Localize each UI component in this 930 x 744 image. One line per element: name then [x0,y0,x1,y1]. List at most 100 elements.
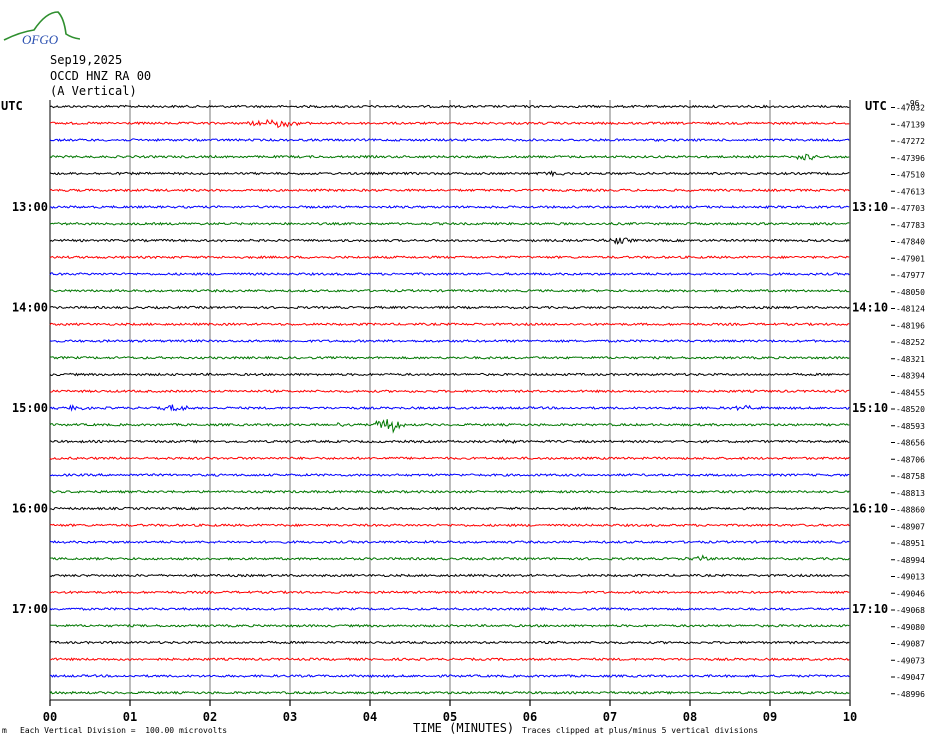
trace-row-12 [49,305,850,310]
trace-row-17 [49,389,850,394]
trace-offset-label: -48758 [896,472,925,481]
trace-row-22 [49,473,850,477]
x-tick-label: 04 [363,710,377,724]
right-time-label: 15:10 [852,401,888,415]
logo-text: OFGO [22,32,59,46]
trace-offset-label: -47613 [896,187,925,196]
trace-row-29 [49,590,850,595]
trace-row-27 [49,554,850,561]
trace-offset-label: -48196 [896,321,925,330]
trace-offset-label: -47272 [896,137,925,146]
trace-row-26 [49,539,850,544]
trace-offset-label: -48994 [896,556,925,565]
trace-offset-label: -48860 [896,506,925,515]
x-axis-title: TIME (MINUTES) [413,721,515,735]
trace-row-34 [50,674,850,679]
trace-row-4 [49,170,850,178]
trace-offset-label: -47977 [896,271,925,280]
ofgo-logo: OFGO [3,11,80,46]
trace-row-19 [49,419,850,434]
trace-row-20 [49,438,850,444]
station-label: OCCD HNZ RA 00 [50,69,152,83]
left-time-label: 14:00 [12,301,48,315]
left-time-label: 17:00 [12,602,48,616]
trace-row-35 [49,690,850,695]
left-time-label: 13:00 [12,200,48,214]
clipping-note: Traces clipped at plus/minus 5 vertical … [522,726,759,735]
trace-row-33 [49,657,850,662]
trace-offset-label: -48996 [896,690,925,699]
trace-row-3 [49,153,850,161]
trace-row-31 [49,623,850,628]
trace-offset-label: -49080 [896,623,925,632]
trace-offset-label: -48252 [896,338,925,347]
left-time-label: 16:00 [12,502,48,516]
trace-offset-label: -47396 [896,154,925,163]
trace-offset-label: -47783 [896,221,925,230]
right-utc-label: UTC [865,99,887,113]
trace-offset-label: -47703 [896,204,925,213]
trace-row-2 [49,137,850,142]
trace-row-10 [49,272,850,277]
right-time-label: 14:10 [852,301,888,315]
trace-row-16 [49,372,850,377]
trace-row-1 [49,118,850,129]
trace-offset-label: -47840 [896,238,925,247]
trace-offset-label: -49073 [896,656,925,665]
trace-row-13 [49,322,850,327]
trace-offset-label: -48593 [896,422,925,431]
trace-row-23 [49,489,850,494]
trace-offset-label: -49087 [896,640,925,649]
trace-offset-label: -48951 [896,539,925,548]
trace-offset-label: -48455 [896,388,925,397]
x-tick-label: 00 [43,710,57,724]
trace-row-24 [49,506,850,511]
footer-mark: m [2,726,7,735]
trace-offset-label: -48813 [896,489,925,498]
x-tick-label: 10 [843,710,857,724]
trace-offset-label: -49068 [896,606,925,615]
trace-offset-label: -48656 [896,439,925,448]
left-time-label: 15:00 [12,401,48,415]
trace-offset-label: -47139 [896,120,925,129]
trace-row-0 [49,104,850,109]
x-tick-label: 01 [123,710,137,724]
trace-row-14 [49,339,850,344]
division-note: Each Vertical Division = 100.00 microvol… [20,726,228,735]
right-time-label: 13:10 [852,200,888,214]
x-tick-label: 02 [203,710,217,724]
trace-offset-label: -48124 [896,305,925,314]
logo-mountain [3,11,80,41]
trace-row-32 [49,640,850,645]
x-tick-label: 07 [603,710,617,724]
trace-row-8 [49,237,850,245]
trace-row-28 [49,573,850,578]
left-utc-label: UTC [1,99,23,113]
trace-row-9 [49,255,850,260]
trace-offset-label: -49047 [896,673,925,682]
trace-row-6 [50,204,850,210]
trace-row-15 [49,355,850,360]
trace-offset-label: -47901 [896,254,925,263]
trace-offset-label: -47032 [896,104,925,113]
x-tick-label: 06 [523,710,537,724]
trace-offset-label: -47510 [896,171,925,180]
trace-offset-label: -48520 [896,405,925,414]
x-tick-label: 03 [283,710,297,724]
date-label: Sep19,2025 [50,53,123,67]
x-tick-label: 05 [443,710,457,724]
trace-row-25 [49,523,850,528]
trace-row-5 [49,188,850,193]
trace-offset-label: -48394 [896,372,925,381]
trace-offset-label: -49013 [896,573,925,582]
x-tick-label: 09 [763,710,777,724]
trace-offset-label: -48706 [896,455,925,464]
trace-row-21 [49,456,850,461]
offset-top-label: -96 [905,99,920,108]
trace-offset-label: -48321 [896,355,925,364]
trace-row-30 [49,606,850,612]
right-time-label: 17:10 [852,602,888,616]
trace-offset-label: -48050 [896,288,925,297]
right-time-label: 16:10 [852,502,888,516]
